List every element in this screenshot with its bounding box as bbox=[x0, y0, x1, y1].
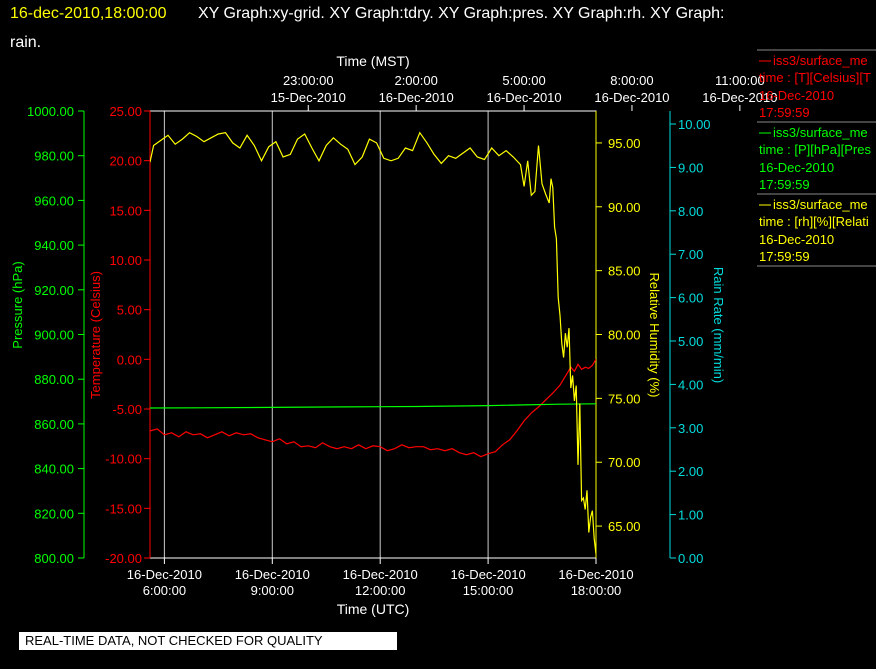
tdry-tick-label: 5.00 bbox=[117, 303, 142, 318]
pres-tick-label: 1000.00 bbox=[27, 104, 74, 119]
top-tick-date: 16-Dec-2010 bbox=[486, 90, 561, 105]
pres-tick-label: 840.00 bbox=[34, 462, 74, 477]
bottom-tick-time: 18:00:00 bbox=[571, 583, 622, 598]
pres-tick-label: 960.00 bbox=[34, 193, 74, 208]
bottom-tick-date: 16-Dec-2010 bbox=[127, 567, 202, 582]
top-tick-time: 11:00:00 bbox=[715, 73, 765, 88]
bottom-tick-date: 16-Dec-2010 bbox=[558, 567, 633, 582]
rain-tick-label: 2.00 bbox=[678, 464, 703, 479]
bottom-axis-label: Time (UTC) bbox=[337, 601, 410, 617]
rain-tick-label: 1.00 bbox=[678, 508, 703, 523]
legend-source: iss3/surface_me bbox=[773, 53, 868, 68]
legend-date: 16-Dec-2010 bbox=[759, 160, 834, 175]
legend-source: iss3/surface_me bbox=[773, 125, 868, 140]
rain-tick-label: 3.00 bbox=[678, 421, 703, 436]
pres-tick-label: 900.00 bbox=[34, 328, 74, 343]
bottom-tick-date: 16-Dec-2010 bbox=[235, 567, 310, 582]
legend-date: 16-Dec-2010 bbox=[759, 88, 834, 103]
legend-field: time : [rh][%][Relati bbox=[759, 214, 869, 229]
bottom-tick-date: 16-Dec-2010 bbox=[343, 567, 418, 582]
rh-tick-label: 65.00 bbox=[608, 519, 641, 534]
tdry-tick-label: 15.00 bbox=[109, 203, 142, 218]
top-tick-date: 16-Dec-2010 bbox=[379, 90, 454, 105]
rh-series-line bbox=[150, 131, 596, 555]
rain-tick-label: 9.00 bbox=[678, 160, 703, 175]
legend-field: time : [T][Celsius][T bbox=[759, 70, 871, 85]
top-tick-time: 2:00:00 bbox=[394, 73, 437, 88]
rh-tick-label: 80.00 bbox=[608, 328, 641, 343]
pres-tick-label: 920.00 bbox=[34, 283, 74, 298]
top-tick-date: 16-Dec-2010 bbox=[702, 90, 777, 105]
rh-tick-label: 70.00 bbox=[608, 455, 641, 470]
bottom-tick-time: 6:00:00 bbox=[143, 583, 186, 598]
legend-time: 17:59:59 bbox=[759, 177, 810, 192]
rh-tick-label: 85.00 bbox=[608, 264, 641, 279]
top-axis-label: Time (MST) bbox=[336, 53, 409, 69]
tdry-tick-label: 20.00 bbox=[109, 154, 142, 169]
temperature-axis-label: Temperature (Celsius) bbox=[88, 271, 103, 399]
bottom-tick-date: 16-Dec-2010 bbox=[451, 567, 526, 582]
top-tick-date: 15-Dec-2010 bbox=[271, 90, 346, 105]
header-title-line1: XY Graph:xy-grid. XY Graph:tdry. XY Grap… bbox=[198, 5, 724, 22]
legend-field: time : [P][hPa][Pres bbox=[759, 142, 871, 157]
pres-series-line bbox=[150, 403, 596, 409]
rh-tick-label: 75.00 bbox=[608, 391, 641, 406]
tdry-tick-label: -5.00 bbox=[112, 402, 142, 417]
rain-tick-label: 4.00 bbox=[678, 377, 703, 392]
rain-axis-label: Rain Rate (mm/min) bbox=[711, 267, 726, 383]
bottom-tick-time: 12:00:00 bbox=[355, 583, 406, 598]
header-title-line2: rain. bbox=[10, 34, 41, 51]
top-tick-time: 8:00:00 bbox=[610, 73, 653, 88]
rain-tick-label: 5.00 bbox=[678, 334, 703, 349]
pres-tick-label: 880.00 bbox=[34, 372, 74, 387]
tdry-tick-label: -10.00 bbox=[105, 452, 142, 467]
rh-tick-label: 95.00 bbox=[608, 136, 641, 151]
pres-tick-label: 800.00 bbox=[34, 551, 74, 566]
header-timestamp: 16-dec-2010,18:00:00 bbox=[10, 5, 167, 22]
pressure-axis-label: Pressure (hPa) bbox=[10, 261, 25, 348]
legend-time: 17:59:59 bbox=[759, 105, 810, 120]
tdry-tick-label: -15.00 bbox=[105, 501, 142, 516]
pres-tick-label: 820.00 bbox=[34, 506, 74, 521]
bottom-tick-time: 9:00:00 bbox=[251, 583, 294, 598]
tdry-tick-label: 0.00 bbox=[117, 352, 142, 367]
rain-tick-label: 7.00 bbox=[678, 247, 703, 262]
pres-tick-label: 980.00 bbox=[34, 149, 74, 164]
rain-tick-label: 6.00 bbox=[678, 291, 703, 306]
rain-tick-label: 8.00 bbox=[678, 204, 703, 219]
quality-notice: REAL-TIME DATA, NOT CHECKED FOR QUALITY bbox=[25, 633, 323, 648]
pres-tick-label: 860.00 bbox=[34, 417, 74, 432]
top-tick-date: 16-Dec-2010 bbox=[594, 90, 669, 105]
top-tick-time: 5:00:00 bbox=[502, 73, 545, 88]
pres-tick-label: 940.00 bbox=[34, 238, 74, 253]
tdry-tick-label: -20.00 bbox=[105, 551, 142, 566]
tdry-series-line bbox=[150, 358, 596, 458]
bottom-tick-time: 15:00:00 bbox=[463, 583, 514, 598]
legend-source: iss3/surface_me bbox=[773, 197, 868, 212]
tdry-tick-label: 10.00 bbox=[109, 253, 142, 268]
humidity-axis-label: Relative Humidity (%) bbox=[647, 273, 662, 398]
rain-tick-label: 0.00 bbox=[678, 551, 703, 566]
legend-date: 16-Dec-2010 bbox=[759, 232, 834, 247]
quality-notice-box bbox=[19, 632, 397, 650]
top-tick-time: 23:00:00 bbox=[283, 73, 334, 88]
legend-time: 17:59:59 bbox=[759, 249, 810, 264]
rain-tick-label: 10.00 bbox=[678, 117, 711, 132]
rh-tick-label: 90.00 bbox=[608, 200, 641, 215]
tdry-tick-label: 25.00 bbox=[109, 104, 142, 119]
